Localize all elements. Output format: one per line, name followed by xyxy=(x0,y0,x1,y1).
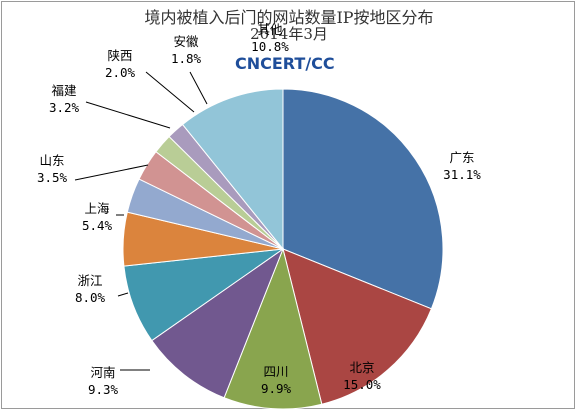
leader-line-8 xyxy=(145,71,195,113)
slice-value-label-1: 15.0% xyxy=(343,377,381,392)
chart-subtitle: 2014年3月 xyxy=(250,25,328,43)
slice-name-label-10: 其他 xyxy=(257,22,283,37)
chart-title: 境内被植入后门的网站数量IP按地区分布 xyxy=(144,8,434,27)
slice-name-label-4: 浙江 xyxy=(77,273,102,288)
leader-line-6 xyxy=(74,164,149,181)
slice-name-label-2: 四川 xyxy=(263,364,288,379)
leader-line-4 xyxy=(117,292,129,297)
slice-value-label-3: 9.3% xyxy=(88,382,119,397)
slice-name-label-3: 河南 xyxy=(90,365,115,380)
leader-line-9 xyxy=(189,71,208,105)
slice-value-label-10: 10.8% xyxy=(251,39,289,54)
slice-name-label-7: 福建 xyxy=(51,83,77,98)
slice-value-label-0: 31.1% xyxy=(443,167,481,182)
slice-value-label-5: 5.4% xyxy=(82,218,113,233)
slice-name-label-1: 北京 xyxy=(349,360,374,375)
slice-value-label-6: 3.5% xyxy=(37,170,68,185)
slice-name-label-8: 陕西 xyxy=(107,48,132,63)
slice-value-label-9: 1.8% xyxy=(171,51,202,66)
pie-slice-10 xyxy=(181,88,284,251)
slice-name-label-9: 安徽 xyxy=(173,34,199,49)
cncert-logo: CNCERT/CC xyxy=(235,54,335,73)
slice-name-label-5: 上海 xyxy=(84,201,110,216)
pie-slice-0 xyxy=(282,88,444,310)
pie-slice-1 xyxy=(282,248,433,405)
slice-value-label-7: 3.2% xyxy=(49,100,80,115)
slice-value-label-4: 8.0% xyxy=(75,290,106,305)
slice-name-label-6: 山东 xyxy=(39,153,64,168)
slice-name-label-0: 广东 xyxy=(449,150,474,165)
slice-value-label-2: 9.9% xyxy=(261,381,292,396)
pie-slice-2 xyxy=(223,247,323,410)
leader-line-7 xyxy=(85,101,171,129)
pie-slice-3 xyxy=(151,247,285,399)
slice-value-label-8: 2.0% xyxy=(105,65,136,80)
